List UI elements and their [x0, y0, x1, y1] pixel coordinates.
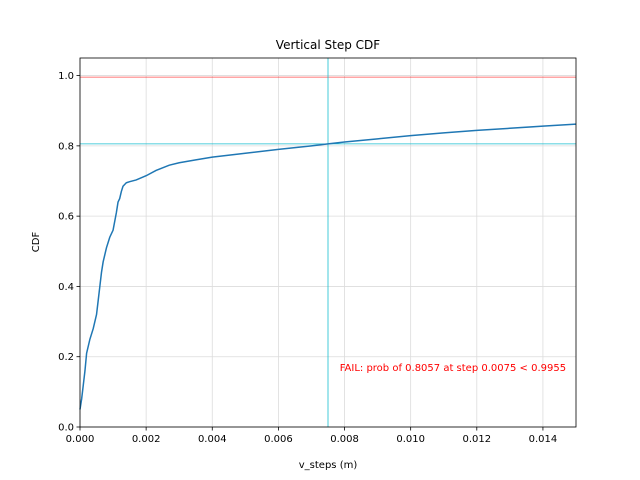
x-axis-label: v_steps (m)	[299, 460, 358, 471]
y-tick-label: 0.0	[58, 423, 74, 434]
y-tick-label: 0.6	[58, 212, 74, 223]
y-tick-label: 0.4	[58, 282, 74, 293]
fail-annotation: FAIL: prob of 0.8057 at step 0.0075 < 0.…	[340, 363, 566, 374]
x-tick-label: 0.006	[264, 434, 293, 445]
x-tick-label: 0.008	[330, 434, 359, 445]
x-tick-label: 0.004	[198, 434, 227, 445]
cdf-series-line	[79, 123, 577, 410]
x-tick-label: 0.014	[529, 434, 558, 445]
y-axis-label: CDF	[31, 232, 42, 253]
y-tick-label: 1.0	[58, 71, 74, 82]
x-tick-label: 0.000	[66, 434, 95, 445]
x-tick-label: 0.012	[462, 434, 491, 445]
y-tick-label: 0.2	[58, 352, 74, 363]
chart-title: Vertical Step CDF	[276, 38, 380, 52]
y-tick-label: 0.8	[58, 141, 74, 152]
y-axis-ticks: 0.0 0.2 0.4 0.6 0.8 1.0	[58, 71, 80, 434]
x-tick-label: 0.002	[132, 434, 161, 445]
x-axis-ticks: 0.000 0.002 0.004 0.006 0.008 0.010 0.012 0.014	[66, 427, 558, 445]
plot-area: FAIL: prob of 0.8057 at step 0.0075 < 0.…	[79, 58, 577, 427]
plot-frame	[79, 57, 577, 428]
x-tick-label: 0.010	[396, 434, 425, 445]
